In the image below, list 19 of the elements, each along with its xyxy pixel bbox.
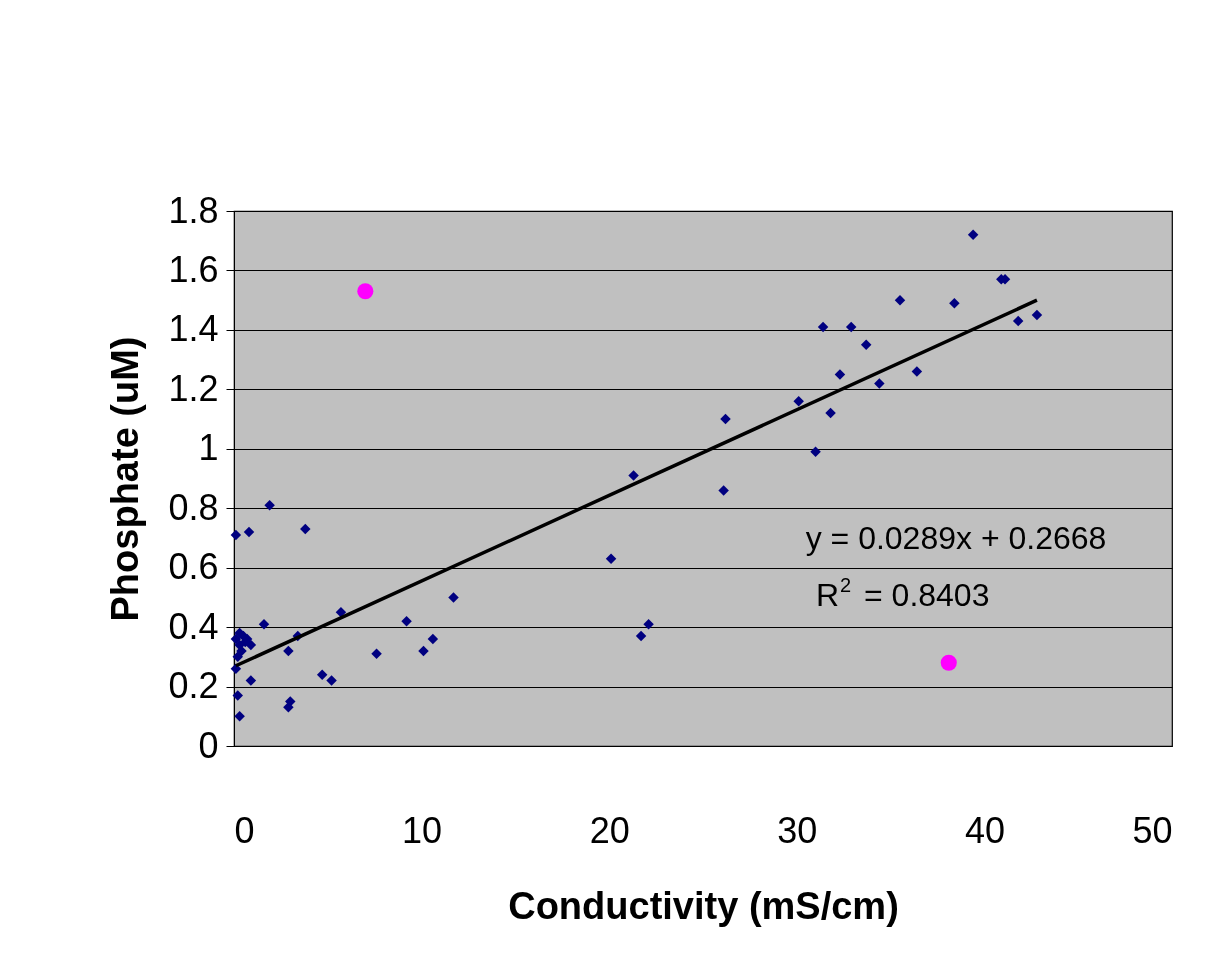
x-tick-label: 0 bbox=[234, 809, 255, 851]
x-tick-label: 30 bbox=[777, 809, 818, 851]
x-tick-label: 10 bbox=[402, 809, 443, 851]
x-tick-label: 50 bbox=[1132, 809, 1173, 851]
annotation: y = 0.0289x + 0.2668 bbox=[805, 520, 1107, 556]
y-tick-label: 0.4 bbox=[168, 605, 219, 647]
y-tick-label: 1.2 bbox=[168, 367, 219, 409]
y-tick-label: 1 bbox=[198, 427, 219, 469]
y-tick-label: 0.2 bbox=[168, 665, 219, 707]
y-tick-label: 1.6 bbox=[168, 248, 219, 290]
y-tick-label: 0.8 bbox=[168, 486, 219, 528]
y-tick-label: 1.8 bbox=[168, 189, 219, 231]
y-tick-label: 1.4 bbox=[168, 308, 219, 350]
y-axis-title: Phosphate (uM) bbox=[104, 336, 147, 622]
y-tick-label: 0.6 bbox=[168, 546, 219, 588]
y-tick-label: 0 bbox=[198, 724, 219, 766]
x-tick-label: 20 bbox=[589, 809, 630, 851]
x-axis-title: Conductivity (mS/cm) bbox=[508, 884, 899, 927]
x-tick-label: 40 bbox=[964, 809, 1005, 851]
